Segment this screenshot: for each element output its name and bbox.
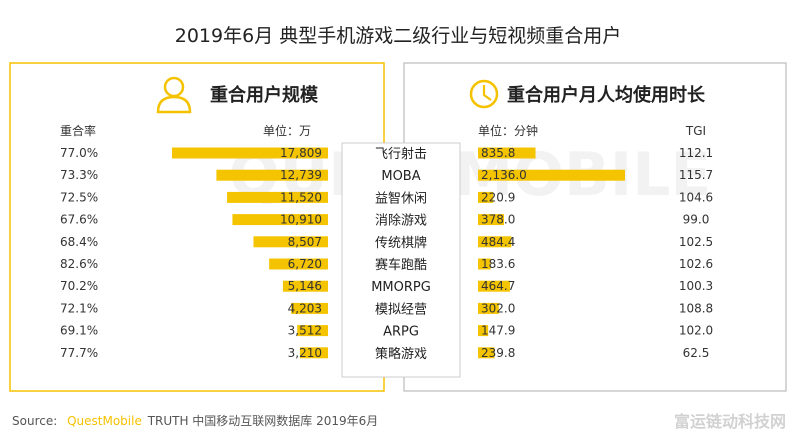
left-panel bbox=[9, 62, 385, 392]
left-panel-heading: 重合用户规模 bbox=[210, 84, 319, 106]
left-bar-value-label: 12,739 bbox=[280, 168, 322, 182]
overlap-rate-label: 72.5% bbox=[60, 190, 98, 204]
category-label: MMORPG bbox=[371, 280, 431, 295]
left-bar bbox=[227, 191, 328, 203]
tgi-value-label: 99.0 bbox=[683, 213, 710, 227]
tgi-value-label: 104.6 bbox=[679, 190, 713, 204]
overlap-rate-label: 68.4% bbox=[60, 235, 98, 249]
left-bar bbox=[299, 347, 328, 359]
tgi-value-label: 102.5 bbox=[679, 235, 713, 249]
left-bar bbox=[172, 147, 328, 159]
right-bar-value-label: 464.7 bbox=[481, 279, 515, 293]
tgi-value-label: 115.7 bbox=[679, 168, 713, 182]
right-bar bbox=[478, 280, 510, 292]
tgi-column-header: TGI bbox=[685, 124, 706, 138]
tgi-value-label: 102.6 bbox=[679, 257, 713, 271]
left-bar bbox=[282, 280, 328, 292]
right-bar bbox=[478, 214, 505, 226]
left-bar bbox=[232, 214, 328, 226]
right-bar-value-label: 183.6 bbox=[481, 257, 515, 271]
category-box bbox=[341, 142, 461, 378]
footer-brand-watermark: 富运链动科技网 bbox=[674, 412, 786, 431]
left-bar-value-label: 8,507 bbox=[288, 235, 322, 249]
overlap-rate-label: 77.7% bbox=[60, 346, 98, 360]
source-line: Source: QuestMobile TRUTH 中国移动互联网数据库 201… bbox=[12, 413, 378, 428]
overlap-rate-label: 82.6% bbox=[60, 257, 98, 271]
right-bar bbox=[478, 302, 499, 314]
left-bar-value-label: 11,520 bbox=[280, 190, 322, 204]
category-label: ARPG bbox=[383, 325, 419, 340]
clock-icon bbox=[469, 79, 499, 109]
category-label: MOBA bbox=[381, 169, 420, 184]
right-bar bbox=[478, 236, 512, 248]
tgi-value-label: 112.1 bbox=[679, 146, 713, 160]
tgi-value-label: 62.5 bbox=[683, 346, 710, 360]
right-bar bbox=[478, 147, 536, 159]
overlap-rate-label: 69.1% bbox=[60, 324, 98, 338]
category-label: 益智休闲 bbox=[375, 191, 427, 206]
left-bar bbox=[216, 169, 328, 181]
overlap-rate-label: 77.0% bbox=[60, 146, 98, 160]
category-label: 赛车跑酷 bbox=[375, 257, 427, 273]
right-bar-value-label: 220.9 bbox=[481, 190, 515, 204]
left-unit-label: 单位：万 bbox=[263, 123, 311, 138]
right-bar-value-label: 484.4 bbox=[481, 235, 515, 249]
right-bar bbox=[478, 169, 625, 181]
right-bar-value-label: 239.8 bbox=[481, 346, 515, 360]
left-bar bbox=[291, 302, 328, 314]
source-brand: QuestMobile bbox=[67, 414, 142, 428]
category-label: 飞行射击 bbox=[375, 146, 427, 162]
left-bar-value-label: 6,720 bbox=[288, 257, 322, 271]
category-label: 策略游戏 bbox=[375, 346, 427, 362]
right-panel bbox=[403, 62, 787, 392]
overlap-rate-label: 72.1% bbox=[60, 301, 98, 315]
right-bar bbox=[478, 347, 495, 359]
right-bar bbox=[478, 325, 489, 337]
right-unit-label: 单位：分钟 bbox=[478, 123, 538, 138]
right-panel-heading: 重合用户月人均使用时长 bbox=[507, 84, 706, 106]
category-label: 模拟经营 bbox=[375, 302, 427, 317]
right-bar-value-label: 378.0 bbox=[481, 213, 515, 227]
category-label: 传统棋牌 bbox=[375, 235, 427, 251]
right-bar-value-label: 835.8 bbox=[481, 146, 515, 160]
right-bar-value-label: 2,136.0 bbox=[481, 168, 527, 182]
right-bar bbox=[478, 191, 494, 203]
chart-title: 2019年6月 典型手机游戏二级行业与短视频重合用户 bbox=[175, 25, 621, 47]
left-bar-value-label: 5,146 bbox=[288, 279, 322, 293]
rate-column-header: 重合率 bbox=[60, 123, 96, 138]
source-text: TRUTH 中国移动互联网数据库 2019年6月 bbox=[147, 413, 379, 428]
right-bar-value-label: 147.9 bbox=[481, 324, 515, 338]
overlap-rate-label: 67.6% bbox=[60, 213, 98, 227]
source-prefix: Source: bbox=[12, 414, 57, 428]
category-label: 消除游戏 bbox=[375, 214, 427, 229]
left-bar bbox=[269, 258, 328, 270]
right-bars: 835.8 112.1 2,136.0 115.7 220.9 104.6 378.0 99.… bbox=[478, 146, 713, 360]
left-bar-value-label: 4,203 bbox=[288, 301, 322, 315]
tgi-value-label: 102.0 bbox=[679, 324, 713, 338]
overlap-rate-label: 70.2% bbox=[60, 279, 98, 293]
tgi-value-label: 108.8 bbox=[679, 301, 713, 315]
left-bar bbox=[297, 325, 328, 337]
right-bar-value-label: 302.0 bbox=[481, 301, 515, 315]
overlap-rate-label: 73.3% bbox=[60, 168, 98, 182]
left-bar-value-label: 3,210 bbox=[288, 346, 322, 360]
left-bar-value-label: 10,910 bbox=[280, 213, 322, 227]
tgi-value-label: 100.3 bbox=[679, 279, 713, 293]
left-bars: 77.0% 17,809 73.3% 12,739 72.5% 11,520 67.6% 10… bbox=[60, 146, 328, 360]
left-bar-value-label: 17,809 bbox=[280, 146, 322, 160]
user-icon bbox=[156, 76, 192, 114]
left-bar bbox=[253, 236, 328, 248]
right-bar bbox=[478, 258, 491, 270]
left-bar-value-label: 3,512 bbox=[288, 324, 322, 338]
